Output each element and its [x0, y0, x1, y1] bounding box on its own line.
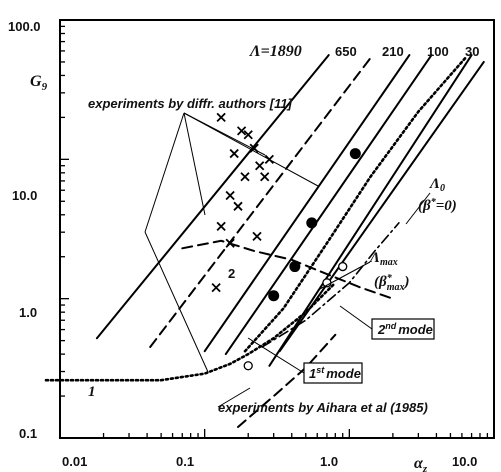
lambda-label-650: 650 — [335, 44, 357, 59]
lambda-label-30: 30 — [465, 44, 479, 59]
filled-circle-marker — [306, 217, 318, 229]
label-curve-1: 1 — [88, 384, 96, 400]
series-line-6 — [243, 54, 469, 353]
y-tick-label-100: 100.0 — [8, 19, 41, 34]
filled-circle-marker — [349, 148, 361, 160]
y-axis-label: G9 — [30, 73, 48, 93]
series-lines — [44, 54, 485, 428]
tick-marks — [59, 25, 489, 439]
x-marker — [236, 126, 247, 136]
leader-lines — [144, 112, 431, 408]
x-axis-label: αz — [414, 455, 428, 472]
box-1st-mode — [303, 362, 363, 384]
open-circle-marker — [243, 361, 253, 371]
annotation-2nd-mode: 2nd mode — [377, 321, 433, 337]
annotation-leader — [144, 231, 209, 373]
x-tick-label-0.01: 0.01 — [62, 454, 87, 469]
x-marker-stroke — [255, 161, 265, 171]
x-marker — [216, 112, 226, 123]
series-line-7 — [44, 281, 337, 382]
x-marker — [255, 161, 265, 171]
series-line-3 — [224, 54, 433, 356]
x-marker-stroke — [252, 231, 262, 241]
x-marker — [225, 238, 235, 248]
x-marker-stroke — [216, 221, 226, 232]
annotation-leader — [247, 337, 305, 374]
annotation-leader — [183, 112, 206, 216]
annotation-leader — [339, 305, 373, 330]
lambda-label-1890: Λ=1890 — [249, 43, 302, 60]
x-marker — [233, 201, 243, 211]
x-marker-stroke — [240, 172, 250, 182]
annotation-leader — [144, 112, 185, 233]
markers — [211, 112, 361, 371]
box-2nd-mode — [371, 318, 435, 340]
x-marker — [225, 190, 235, 201]
annotation-leader — [405, 192, 431, 225]
series-line-8 — [181, 239, 394, 300]
x-tick-label-0.1: 0.1 — [176, 454, 194, 469]
annotation-betamax: (β* max) — [374, 273, 409, 293]
lambda-label-100: 100 — [427, 44, 449, 59]
y-tick-label-1: 1.0 — [19, 305, 37, 320]
x-marker-stroke — [225, 238, 235, 248]
x-marker-stroke — [233, 201, 243, 211]
annotation-aihara: experiments by Aihara et al (1985) — [218, 400, 428, 415]
annotation-1st-mode: 1st mode — [309, 365, 361, 381]
annotation-leader — [183, 112, 319, 187]
x-marker — [229, 148, 239, 159]
x-tick-label-10: 10.0 — [452, 454, 477, 469]
label-curve-2: 2 — [228, 266, 235, 281]
x-marker — [216, 221, 226, 232]
series-line-9 — [261, 222, 400, 348]
x-marker-stroke — [225, 190, 235, 201]
annotation-beta0: (β*=0) — [418, 197, 457, 214]
x-marker — [240, 172, 250, 182]
x-marker-stroke — [243, 130, 253, 140]
open-circle-marker — [338, 261, 348, 272]
series-line-2 — [203, 54, 411, 353]
annotation-exp-diffr: experiments by diffr. authors [11] — [88, 96, 293, 111]
series-line-10 — [237, 333, 337, 428]
filled-circle-marker — [268, 290, 280, 302]
annotation-leader — [217, 387, 251, 408]
lambda-label-210: 210 — [382, 44, 404, 59]
annotation-leader — [317, 261, 371, 291]
x-marker — [260, 172, 270, 182]
annotation-lambdamax: Λmax — [369, 250, 398, 268]
plot-frame — [59, 19, 495, 439]
x-marker-stroke — [216, 112, 226, 123]
y-tick-label-10: 10.0 — [12, 188, 37, 203]
x-tick-label-1: 1.0 — [320, 454, 338, 469]
x-marker-stroke — [260, 172, 270, 182]
filled-circle-marker — [289, 261, 301, 273]
x-marker-stroke — [249, 143, 259, 153]
annotation-lambda0: Λ0 — [429, 176, 445, 194]
x-marker-stroke — [236, 126, 247, 136]
x-marker — [252, 231, 262, 241]
x-marker — [243, 130, 253, 140]
series-line-0 — [95, 54, 330, 340]
x-marker — [211, 282, 221, 293]
series-line-1 — [149, 54, 374, 348]
x-marker-stroke — [211, 282, 221, 293]
x-marker-stroke — [229, 148, 239, 159]
y-tick-label-0.1: 0.1 — [19, 426, 37, 441]
